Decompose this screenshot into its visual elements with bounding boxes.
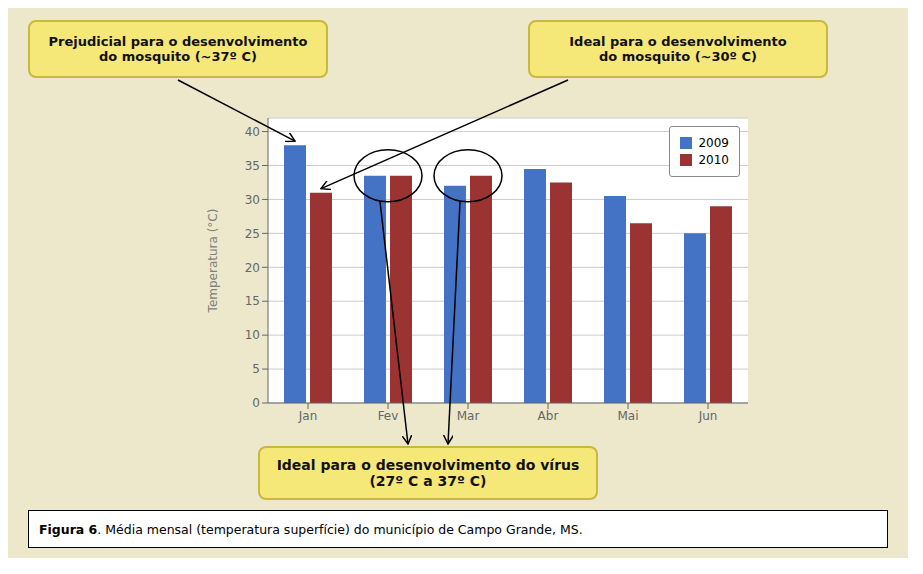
svg-text:10: 10 xyxy=(245,328,260,342)
svg-text:20: 20 xyxy=(245,261,260,275)
svg-text:35: 35 xyxy=(245,159,260,173)
html-text:2009: 2009 xyxy=(698,136,729,150)
svg-text:Jan: Jan xyxy=(298,409,318,423)
html-text:Figura 6. Média mensal (temper: Figura 6. Média mensal (temperatura supe… xyxy=(39,521,583,537)
svg-text:5: 5 xyxy=(252,362,260,376)
svg-text:0: 0 xyxy=(252,396,260,410)
html-text:2010: 2010 xyxy=(698,153,729,167)
svg-text:Jun: Jun xyxy=(698,409,718,423)
html-text:Prejudicial para o desenvolvim: Prejudicial para o desenvolvimento do mo… xyxy=(48,34,308,64)
svg-text:Abr: Abr xyxy=(538,409,559,423)
svg-text:Fev: Fev xyxy=(378,409,399,423)
html-text:Ideal para o desenvolvimento d: Ideal para o desenvolvimento do vírus (2… xyxy=(276,457,580,489)
svg-text:Mai: Mai xyxy=(617,409,638,423)
svg-text:25: 25 xyxy=(245,227,260,241)
svg-text:30: 30 xyxy=(245,193,260,207)
svg-text:Mar: Mar xyxy=(457,409,480,423)
svg-text:40: 40 xyxy=(245,125,260,139)
html-text:Ideal para o desenvolvimento d: Ideal para o desenvolvimento do mosquito… xyxy=(569,34,787,64)
svg-text:Temperatura (°C): Temperatura (°C) xyxy=(206,209,220,314)
svg-text:15: 15 xyxy=(245,294,260,308)
